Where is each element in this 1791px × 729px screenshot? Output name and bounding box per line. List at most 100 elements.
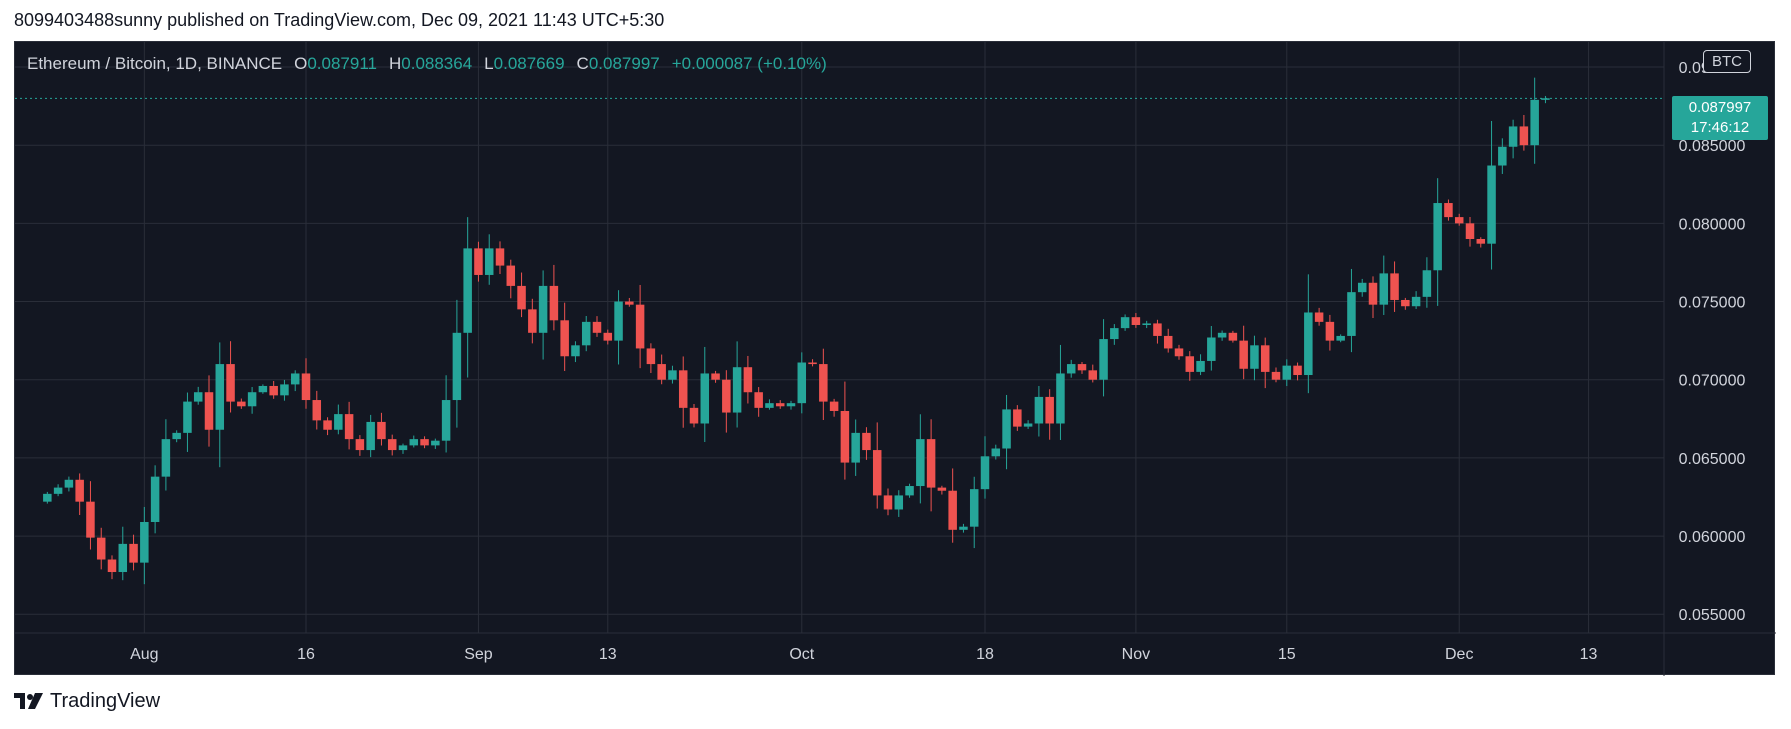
candle-body <box>538 285 548 333</box>
candle <box>775 400 785 409</box>
candle <box>1401 297 1410 310</box>
candle-body <box>1110 328 1119 340</box>
candle <box>204 375 214 447</box>
candle <box>872 422 882 509</box>
candle <box>1131 313 1141 328</box>
date-tick-label: 15 <box>1278 646 1296 663</box>
price-tick-label: 0.055000 <box>1679 607 1746 624</box>
candle-body <box>905 486 914 496</box>
candle <box>571 341 580 363</box>
candle <box>312 390 322 430</box>
candle-body <box>463 248 472 333</box>
candle-body <box>916 439 925 487</box>
candle <box>355 435 365 456</box>
candle-body <box>1002 409 1011 449</box>
candle-body <box>754 392 763 408</box>
candle-body <box>290 373 300 385</box>
candle-body <box>1357 282 1367 293</box>
candle <box>646 343 656 373</box>
candle-body <box>495 248 505 266</box>
candle <box>916 414 925 504</box>
candle-body <box>355 439 365 451</box>
candle-body <box>926 439 936 488</box>
candle-body <box>431 440 440 446</box>
candle <box>1023 420 1033 429</box>
candle <box>614 290 623 365</box>
candle <box>1422 257 1432 308</box>
last-price-value: 0.087997 <box>1688 99 1752 116</box>
candle-body <box>732 367 742 413</box>
chart-panel[interactable]: 0.055000 0.060000 0.065000 0.070000 0.075000… <box>14 41 1776 676</box>
candle <box>193 386 203 405</box>
candle-body <box>1304 312 1313 376</box>
candle <box>226 341 235 413</box>
price-tick-label: 0.070000 <box>1679 373 1746 390</box>
currency-badge[interactable]: BTC <box>1703 50 1751 73</box>
candle <box>969 476 979 549</box>
bar-countdown: 17:46:12 <box>1690 119 1750 136</box>
candle <box>1228 330 1238 343</box>
close-label: C <box>576 54 589 73</box>
candle-body <box>1153 323 1162 336</box>
candle-body <box>1433 203 1442 271</box>
candle-body <box>1508 126 1518 147</box>
candle-body <box>603 332 613 341</box>
price-tick-label: 0.085000 <box>1679 138 1746 155</box>
high-label: H <box>388 54 402 73</box>
candle <box>560 302 569 372</box>
candle-body <box>96 537 106 560</box>
candle <box>1379 255 1389 315</box>
candle-body <box>743 367 753 393</box>
candle-body <box>1034 396 1044 424</box>
candle-body <box>991 448 1001 457</box>
candle-body <box>1142 323 1151 325</box>
candle-body <box>1271 371 1281 380</box>
candle-body <box>711 373 720 380</box>
candle <box>237 398 246 409</box>
change-value: +0.000087 (+0.10%) <box>671 54 827 73</box>
candle <box>1487 120 1496 270</box>
candle-body <box>765 403 774 408</box>
candle <box>765 399 774 410</box>
candle-body <box>1217 332 1227 338</box>
candle <box>452 299 462 428</box>
candle <box>1325 314 1335 351</box>
candle <box>441 375 451 453</box>
candle-body <box>377 421 386 440</box>
candle <box>484 234 494 285</box>
candle-body <box>269 385 278 396</box>
candle <box>280 379 289 401</box>
price-scale: 0.055000 0.060000 0.065000 0.070000 0.075000… <box>1679 60 1746 624</box>
candle <box>991 444 1001 460</box>
candle <box>517 272 526 318</box>
candle <box>183 392 192 452</box>
chart-legend: Ethereum / Bitcoin, 1D, BINANCE O 0.0879… <box>27 54 827 74</box>
candle-body <box>86 501 95 538</box>
candle <box>1390 261 1399 312</box>
candle-body <box>1099 339 1108 380</box>
candle-body <box>980 456 990 490</box>
footer-brand[interactable]: TradingView <box>14 690 160 713</box>
candle <box>549 264 559 331</box>
candle-body <box>883 495 893 510</box>
candle-body <box>474 248 483 275</box>
candle <box>937 485 947 495</box>
candle <box>1013 405 1022 431</box>
candle-body <box>635 304 645 349</box>
candle <box>344 401 354 450</box>
candle-body <box>193 392 203 402</box>
candle-body <box>1541 98 1550 100</box>
candle <box>215 342 225 468</box>
candle-body <box>646 348 656 365</box>
candlestick-chart[interactable]: 0.055000 0.060000 0.065000 0.070000 0.075000… <box>15 42 1776 676</box>
close-value: 0.087997 <box>588 54 660 73</box>
candle-body <box>528 309 537 333</box>
price-tick-label: 0.075000 <box>1679 295 1746 312</box>
candle <box>86 481 95 550</box>
candle-body <box>1088 370 1098 380</box>
grid <box>15 42 1664 633</box>
candle <box>819 348 828 420</box>
candle <box>959 523 968 533</box>
candle-body <box>247 392 257 407</box>
candle <box>883 488 893 516</box>
